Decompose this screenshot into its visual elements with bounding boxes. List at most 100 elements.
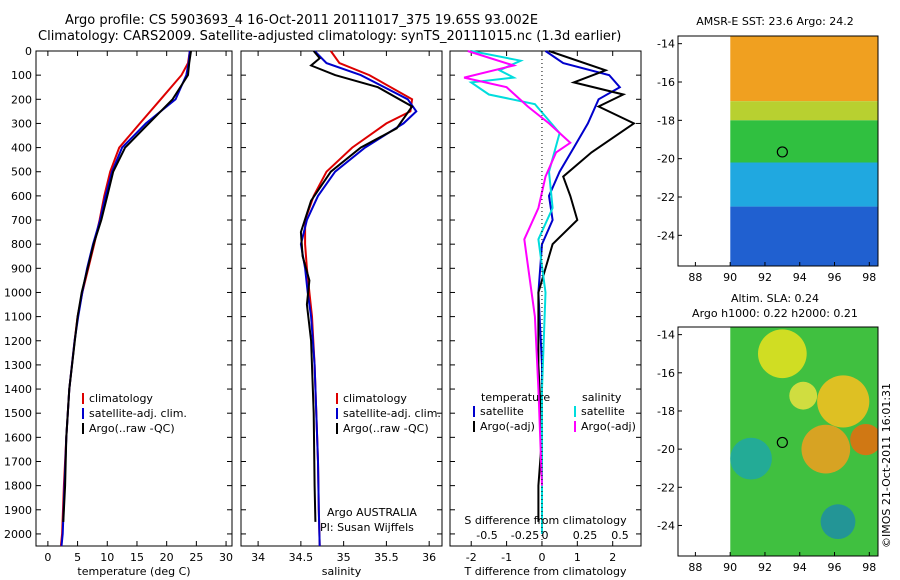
y-tick-label: 1800 [4, 480, 32, 493]
sla-blob-2 [850, 423, 878, 456]
sla-blob-6 [789, 381, 818, 410]
map-y-tick-label: -22 [657, 191, 675, 204]
map-y-tick-label: -18 [657, 405, 675, 418]
x-tick-label: 20 [160, 551, 174, 564]
legend-label: climatology [89, 392, 153, 405]
map-x-tick-label: 94 [793, 561, 807, 574]
x-tick-label: 1 [574, 551, 581, 564]
y-tick-label: 100 [11, 69, 32, 82]
y-tick-label: 1700 [4, 455, 32, 468]
y-tick-label: 1100 [4, 311, 32, 324]
map-y-tick-label: -14 [657, 38, 675, 51]
y-tick-label: 400 [11, 142, 32, 155]
series-line-satellite-2 [468, 50, 561, 534]
legend-label: climatology [343, 392, 407, 405]
y-tick-label: 2000 [4, 528, 32, 541]
map-y-tick-label: -20 [657, 153, 675, 166]
y-tick-label: 500 [11, 166, 32, 179]
map-y-tick-label: -24 [657, 229, 675, 242]
legend-label: satellite [581, 405, 625, 418]
annotation-institution: Argo AUSTRALIA [327, 506, 417, 519]
s-tick-label: -0.5 [476, 529, 497, 542]
x-axis-label-top: S difference from climatology [464, 514, 627, 527]
s-tick-label: 0.25 [573, 529, 598, 542]
x-tick-label: 35 [337, 551, 351, 564]
y-tick-label: 1200 [4, 335, 32, 348]
map-x-tick-label: 88 [688, 561, 702, 574]
sla-blob-0 [758, 329, 807, 379]
map-y-tick-label: -22 [657, 481, 675, 494]
x-tick-label: 35.5 [374, 551, 399, 564]
x-tick-label: 2 [609, 551, 616, 564]
map-y-tick-label: -24 [657, 519, 675, 532]
y-tick-label: 200 [11, 93, 32, 106]
sst-band-2 [730, 120, 878, 163]
y-tick-label: 700 [11, 214, 32, 227]
sst-band-1 [730, 101, 878, 121]
map-x-tick-label: 96 [828, 271, 842, 284]
y-tick-label: 1300 [4, 359, 32, 372]
x-tick-label: 15 [130, 551, 144, 564]
map-field-1 [730, 327, 878, 556]
series-line-climatology-0 [304, 50, 414, 547]
map-y-tick-label: -16 [657, 76, 675, 89]
x-tick-label: 30 [219, 551, 233, 564]
s-tick-label: -0.25 [511, 529, 539, 542]
sst-band-4 [730, 206, 878, 266]
x-tick-label: 5 [74, 551, 81, 564]
x-tick-label: -2 [466, 551, 477, 564]
x-tick-label: 36 [422, 551, 436, 564]
sla-blob-5 [820, 504, 856, 540]
sla-map-title-line2: Argo h1000: 0.22 h2000: 0.21 [692, 307, 858, 320]
series-line-satelliteadjclim-1 [299, 50, 418, 547]
y-tick-label: 0 [25, 45, 32, 58]
x-tick-label: 0 [538, 551, 545, 564]
y-tick-label: 900 [11, 262, 32, 275]
y-tick-label: 1400 [4, 383, 32, 396]
x-tick-label: 0 [44, 551, 51, 564]
x-axis-label: temperature (deg C) [77, 565, 190, 578]
legend-title-salinity: salinity [582, 391, 622, 404]
legend-title-temperature: temperature [481, 391, 550, 404]
series-line-argoadj-1 [537, 50, 636, 522]
x-tick-label: 34 [251, 551, 265, 564]
sst-band-3 [730, 162, 878, 207]
argo-position-marker [776, 436, 788, 449]
y-tick-label: 1500 [4, 407, 32, 420]
map-x-tick-label: 96 [828, 561, 842, 574]
x-axis-label: T difference from climatology [464, 565, 627, 578]
map-frame-0 [677, 35, 879, 267]
series-line-argorawqc-2 [299, 50, 414, 522]
x-axis-label: salinity [322, 565, 362, 578]
series-line-argoadj-3 [463, 50, 572, 486]
legend-label: Argo(-adj) [480, 420, 535, 433]
map-x-tick-label: 90 [723, 271, 737, 284]
s-tick-label: 0.5 [611, 529, 629, 542]
y-tick-label: 1000 [4, 286, 32, 299]
figure-title-line2: Climatology: CARS2009. Satellite-adjuste… [38, 29, 622, 44]
map-x-tick-label: 92 [758, 271, 772, 284]
annotation-pi: PI: Susan Wijffels [320, 521, 414, 534]
sla-blob-1 [817, 375, 870, 428]
credit-label: ©IMOS 21-Oct-2011 16:01:31 [880, 382, 893, 548]
map-frame-1 [677, 326, 879, 557]
legend-label: satellite-adj. clim. [343, 407, 441, 420]
map-x-tick-label: 94 [793, 271, 807, 284]
x-tick-label: 25 [189, 551, 203, 564]
y-tick-label: 300 [11, 117, 32, 130]
figure-title-line1: Argo profile: CS 5903693_4 16-Oct-2011 2… [65, 13, 539, 28]
x-tick-label: -1 [501, 551, 512, 564]
profile-frame-1 [240, 50, 443, 547]
y-tick-label: 800 [11, 238, 32, 251]
argo-position-marker [776, 146, 788, 158]
sla-blob-4 [730, 437, 772, 480]
legend-label: satellite [480, 405, 524, 418]
map-y-tick-label: -20 [657, 443, 675, 456]
x-tick-label: 10 [100, 551, 114, 564]
map-y-tick-label: -16 [657, 367, 675, 380]
x-tick-label: 34.5 [289, 551, 314, 564]
sla-blob-3 [801, 424, 851, 474]
map-x-tick-label: 98 [862, 561, 876, 574]
profile-frame-0 [35, 50, 233, 547]
